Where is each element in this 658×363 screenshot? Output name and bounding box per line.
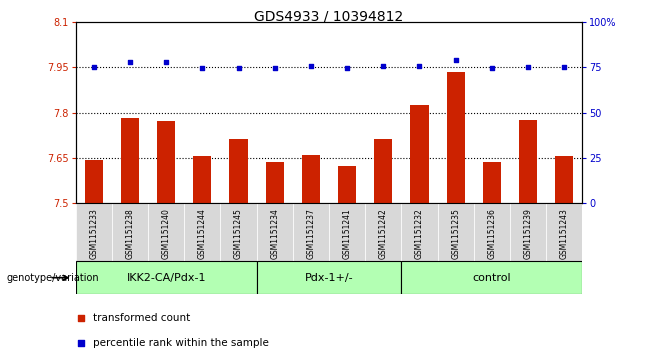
Text: GSM1151232: GSM1151232 [415,208,424,259]
Text: GSM1151245: GSM1151245 [234,208,243,259]
Point [559,64,570,70]
Text: control: control [472,273,511,283]
Bar [184,203,220,261]
Point [370,212,380,218]
Point [305,64,316,69]
Text: GSM1151244: GSM1151244 [198,208,207,259]
Bar [329,203,365,261]
Bar [257,261,401,294]
Text: GSM1151234: GSM1151234 [270,208,279,259]
Bar [76,261,257,294]
Bar [374,139,392,203]
Bar [411,105,428,203]
Point [342,65,353,71]
Text: GSM1151238: GSM1151238 [126,208,134,259]
Bar [546,203,582,261]
Bar [510,203,546,261]
Bar [157,121,175,203]
Bar [401,261,582,294]
Text: GSM1151239: GSM1151239 [524,208,532,259]
Text: Pdx-1+/-: Pdx-1+/- [305,273,353,283]
Text: GSM1151241: GSM1151241 [343,208,351,259]
Bar [257,203,293,261]
Bar [121,118,139,203]
Bar [365,203,401,261]
Point [88,64,99,70]
Bar [474,203,510,261]
Point [522,64,533,70]
Text: GSM1151242: GSM1151242 [379,208,388,259]
Point [450,57,461,63]
Bar [293,203,329,261]
Text: percentile rank within the sample: percentile rank within the sample [93,338,269,348]
Point [124,59,136,65]
Bar [338,166,356,203]
Point [233,65,243,71]
Bar [438,203,474,261]
Bar [112,203,148,261]
Text: GSM1151235: GSM1151235 [451,208,460,259]
Text: GSM1151237: GSM1151237 [307,208,315,259]
Bar [230,139,247,203]
Bar [447,72,465,203]
Point [161,59,171,65]
Text: GSM1151243: GSM1151243 [560,208,569,259]
Text: GSM1151236: GSM1151236 [488,208,496,259]
Point [415,64,425,69]
Bar [302,155,320,203]
Text: GDS4933 / 10394812: GDS4933 / 10394812 [255,9,403,23]
Text: GSM1151240: GSM1151240 [162,208,170,259]
Bar [148,203,184,261]
Bar [220,203,257,261]
Bar [266,163,284,203]
Text: GSM1151233: GSM1151233 [89,208,98,259]
Text: transformed count: transformed count [93,313,191,323]
Text: genotype/variation: genotype/variation [7,273,99,283]
Point [270,65,280,71]
Bar [401,203,438,261]
Bar [85,160,103,203]
Point [378,64,388,69]
Bar [519,120,537,203]
Bar [555,156,573,203]
Text: IKK2-CA/Pdx-1: IKK2-CA/Pdx-1 [126,273,206,283]
Point [197,65,207,71]
Bar [483,163,501,203]
Bar [193,156,211,203]
Point [486,65,497,71]
Bar [76,203,112,261]
